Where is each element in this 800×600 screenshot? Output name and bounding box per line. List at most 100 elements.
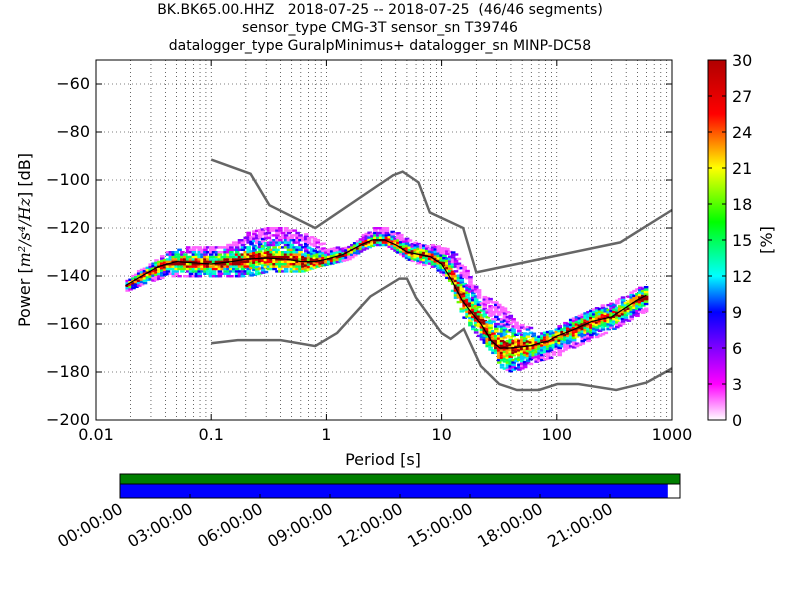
heat-cell bbox=[335, 260, 341, 264]
heat-cell bbox=[640, 309, 646, 312]
heat-cell bbox=[465, 284, 470, 287]
heat-cell bbox=[128, 278, 133, 281]
heat-cell bbox=[485, 301, 491, 305]
heat-cell bbox=[303, 264, 309, 267]
heat-cell bbox=[257, 245, 263, 249]
heat-cell bbox=[214, 263, 220, 266]
heat-cell bbox=[229, 258, 234, 261]
heat-cell bbox=[424, 261, 430, 265]
heat-cell bbox=[459, 288, 465, 291]
heat-cell bbox=[183, 253, 188, 256]
heat-cell bbox=[505, 356, 511, 360]
heat-cell bbox=[303, 247, 309, 250]
heat-cell bbox=[217, 265, 223, 268]
heat-cell bbox=[548, 332, 554, 335]
heat-cell bbox=[609, 307, 614, 310]
heat-cell bbox=[148, 277, 154, 281]
heat-cell bbox=[413, 244, 419, 247]
heat-cell bbox=[249, 262, 254, 265]
heat-cell bbox=[364, 232, 370, 236]
heat-cell bbox=[574, 318, 580, 321]
colorbar-tick-label: 21 bbox=[732, 159, 752, 178]
heat-cell bbox=[557, 327, 563, 330]
heat-cell bbox=[612, 327, 617, 330]
heat-cell bbox=[208, 253, 214, 256]
heat-cell bbox=[534, 343, 539, 347]
heat-cell bbox=[335, 251, 341, 254]
heat-cell bbox=[275, 236, 280, 239]
heat-cell bbox=[295, 246, 300, 249]
heat-cell bbox=[600, 316, 606, 319]
heat-cell bbox=[528, 341, 534, 344]
heat-cell bbox=[229, 248, 234, 251]
heat-cell bbox=[375, 234, 381, 237]
heat-cell bbox=[514, 350, 519, 353]
heat-cell bbox=[367, 245, 372, 249]
heat-cell bbox=[430, 248, 436, 252]
heat-cell bbox=[168, 267, 174, 271]
heat-cell bbox=[522, 363, 528, 366]
heat-cell bbox=[482, 322, 488, 325]
heat-cell bbox=[519, 362, 525, 365]
heat-cell bbox=[554, 338, 560, 341]
heat-cell bbox=[537, 352, 542, 355]
heat-cell bbox=[165, 260, 171, 263]
heat-cell bbox=[479, 321, 485, 324]
heat-cell bbox=[197, 260, 203, 263]
heat-cell bbox=[131, 282, 136, 285]
heat-cell bbox=[511, 344, 516, 347]
heat-cell bbox=[577, 333, 583, 337]
heat-cell bbox=[491, 349, 496, 352]
heat-cell bbox=[151, 274, 156, 277]
heat-cell bbox=[557, 337, 563, 340]
heat-cell bbox=[626, 312, 632, 315]
heat-cell bbox=[459, 310, 465, 313]
heat-cell bbox=[200, 255, 205, 259]
heat-cell bbox=[502, 309, 508, 313]
heat-cell bbox=[387, 243, 393, 246]
heat-cell bbox=[450, 253, 456, 257]
heat-cell bbox=[327, 255, 332, 259]
heat-cell bbox=[482, 312, 488, 316]
heat-cell bbox=[142, 274, 148, 278]
heat-cell bbox=[312, 263, 318, 267]
heat-cell bbox=[543, 333, 548, 337]
heat-cell bbox=[612, 320, 617, 323]
heat-cell bbox=[586, 334, 591, 338]
heat-cell bbox=[442, 268, 447, 272]
heat-cell bbox=[615, 309, 620, 312]
heat-cell bbox=[367, 238, 372, 242]
heat-cell bbox=[534, 346, 539, 349]
heat-cell bbox=[295, 236, 300, 239]
heat-cell bbox=[231, 243, 237, 247]
timeline-tick-label: 06:00:00 bbox=[194, 499, 266, 551]
heat-cell bbox=[263, 249, 269, 252]
heat-cell bbox=[157, 263, 162, 266]
colorbar-tick-label: 12 bbox=[732, 267, 752, 286]
heat-cell bbox=[237, 260, 243, 263]
heat-cell bbox=[269, 241, 275, 244]
heat-cell bbox=[266, 255, 272, 259]
heat-cell bbox=[623, 313, 629, 317]
heat-cell bbox=[203, 251, 208, 254]
heat-cell bbox=[574, 316, 580, 319]
heat-cell bbox=[269, 255, 275, 259]
heat-cell bbox=[162, 261, 168, 264]
heat-cell bbox=[214, 246, 220, 249]
heat-cell bbox=[217, 255, 223, 259]
heat-cell bbox=[447, 250, 453, 254]
heat-cell bbox=[450, 258, 456, 261]
heat-cell bbox=[499, 318, 505, 321]
heat-cell bbox=[465, 293, 470, 297]
heat-cell bbox=[442, 273, 447, 277]
heat-cell bbox=[640, 301, 646, 305]
heat-cell bbox=[154, 276, 159, 279]
heat-cell bbox=[203, 255, 208, 259]
heat-cell bbox=[580, 325, 586, 328]
heat-cell bbox=[629, 291, 635, 294]
heat-cell bbox=[600, 333, 606, 336]
heat-cell bbox=[439, 254, 444, 257]
heat-cell bbox=[594, 307, 600, 310]
heat-cell bbox=[430, 265, 436, 268]
heat-cell bbox=[517, 363, 522, 366]
